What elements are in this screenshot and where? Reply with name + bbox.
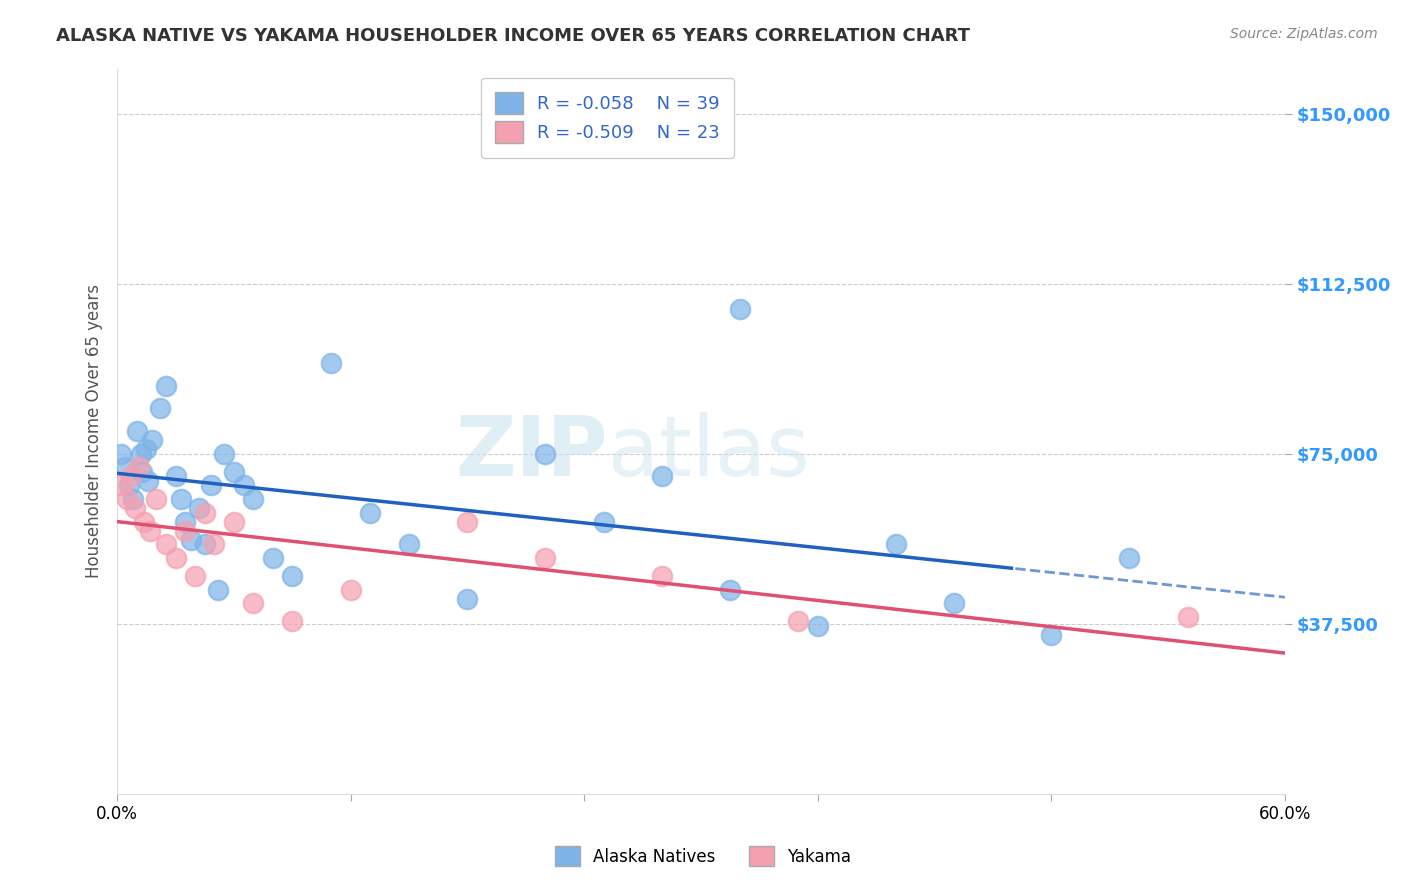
Point [651,469,673,483]
Point [200,478,222,492]
Legend: R = -0.058    N = 39, R = -0.509    N = 23: R = -0.058 N = 39, R = -0.509 N = 23 [481,78,734,158]
Point [149,401,172,416]
Point [456,591,478,606]
Point [222,515,245,529]
Point [222,465,245,479]
Point [165,551,187,566]
Point [121,492,143,507]
Point [281,569,304,583]
Point [807,619,830,633]
Point [131,465,153,479]
Point [194,506,217,520]
Legend: Alaska Natives, Yakama: Alaska Natives, Yakama [547,838,859,875]
Point [124,501,146,516]
Point [718,582,741,597]
Point [242,596,264,610]
Point [170,492,193,507]
Point [204,537,226,551]
Point [145,492,167,507]
Point [787,615,810,629]
Point [321,356,343,370]
Point [118,478,141,492]
Point [120,469,142,483]
Text: ALASKA NATIVE VS YAKAMA HOUSEHOLDER INCOME OVER 65 YEARS CORRELATION CHART: ALASKA NATIVE VS YAKAMA HOUSEHOLDER INCO… [56,27,970,45]
Point [262,551,284,566]
Text: atlas: atlas [607,412,810,493]
Point [114,460,136,475]
Point [180,533,202,547]
Point [281,615,304,629]
Point [115,492,138,507]
Point [1177,610,1199,624]
Point [1118,551,1140,566]
Point [125,424,148,438]
Point [110,447,132,461]
Point [943,596,966,610]
Point [456,515,478,529]
Point [165,469,187,483]
Point [651,569,673,583]
Point [339,582,361,597]
Point [232,478,254,492]
Point [174,515,197,529]
Point [141,433,163,447]
Point [359,506,381,520]
Point [398,537,420,551]
Text: ZIP: ZIP [456,412,607,493]
Point [139,524,162,538]
Point [242,492,264,507]
Point [134,515,156,529]
Point [592,515,614,529]
Point [194,537,217,551]
Point [155,537,177,551]
Point [212,447,235,461]
Point [136,474,159,488]
Point [1040,628,1063,642]
Point [534,447,557,461]
Point [728,301,751,316]
Text: Source: ZipAtlas.com: Source: ZipAtlas.com [1230,27,1378,41]
Point [187,501,209,516]
Point [534,551,557,566]
Y-axis label: Householder Income Over 65 years: Householder Income Over 65 years [86,284,103,578]
Point [110,478,132,492]
Point [128,460,150,475]
Point [135,442,157,457]
Point [207,582,229,597]
Point [155,378,177,392]
Point [884,537,907,551]
Point [129,447,152,461]
Point [184,569,207,583]
Point [174,524,197,538]
